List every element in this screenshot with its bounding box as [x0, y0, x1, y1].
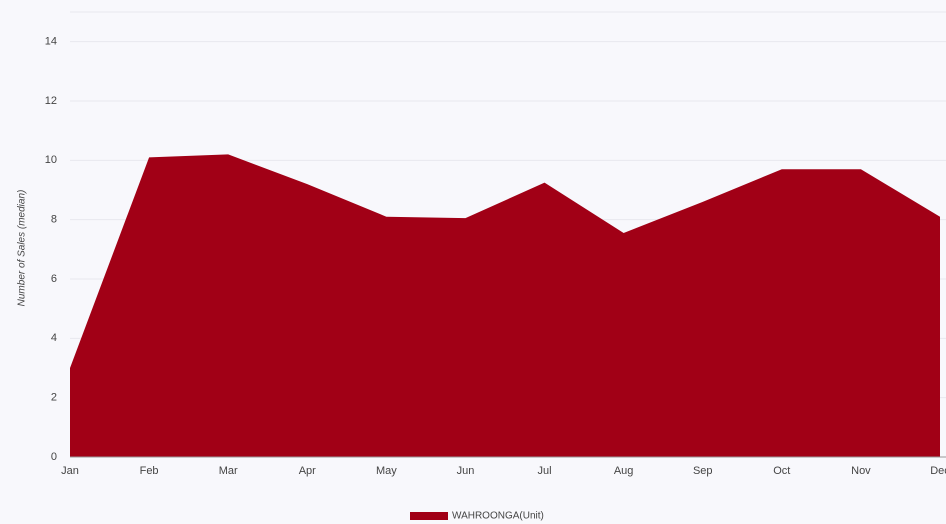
x-tick-label: Jun	[457, 465, 475, 477]
x-tick-label: Apr	[299, 465, 316, 477]
x-tick-label: Sep	[693, 465, 713, 477]
x-tick-label: Nov	[851, 465, 871, 477]
y-tick-label: 4	[51, 332, 57, 344]
y-tick-label: 14	[45, 36, 57, 48]
x-tick-label: Jan	[61, 465, 79, 477]
legend-swatch	[410, 512, 448, 520]
y-tick-label: 2	[51, 392, 57, 404]
x-tick-label: Aug	[614, 465, 634, 477]
area	[70, 154, 940, 457]
y-tick-label: 6	[51, 273, 57, 285]
x-tick-label: Dec	[930, 465, 946, 477]
y-tick-label: 12	[45, 95, 57, 107]
y-tick-label: 10	[45, 154, 57, 166]
x-tick-label: Mar	[219, 465, 238, 477]
x-tick-label: Jul	[538, 465, 552, 477]
y-axis-label: Number of Sales (median)	[17, 190, 28, 307]
x-tick-label: Oct	[773, 465, 790, 477]
x-tick-label: Feb	[140, 465, 159, 477]
legend-label: WAHROONGA(Unit)	[452, 511, 544, 522]
x-tick-label: May	[376, 465, 397, 477]
y-tick-label: 8	[51, 214, 57, 226]
y-tick-label: 0	[51, 451, 57, 463]
